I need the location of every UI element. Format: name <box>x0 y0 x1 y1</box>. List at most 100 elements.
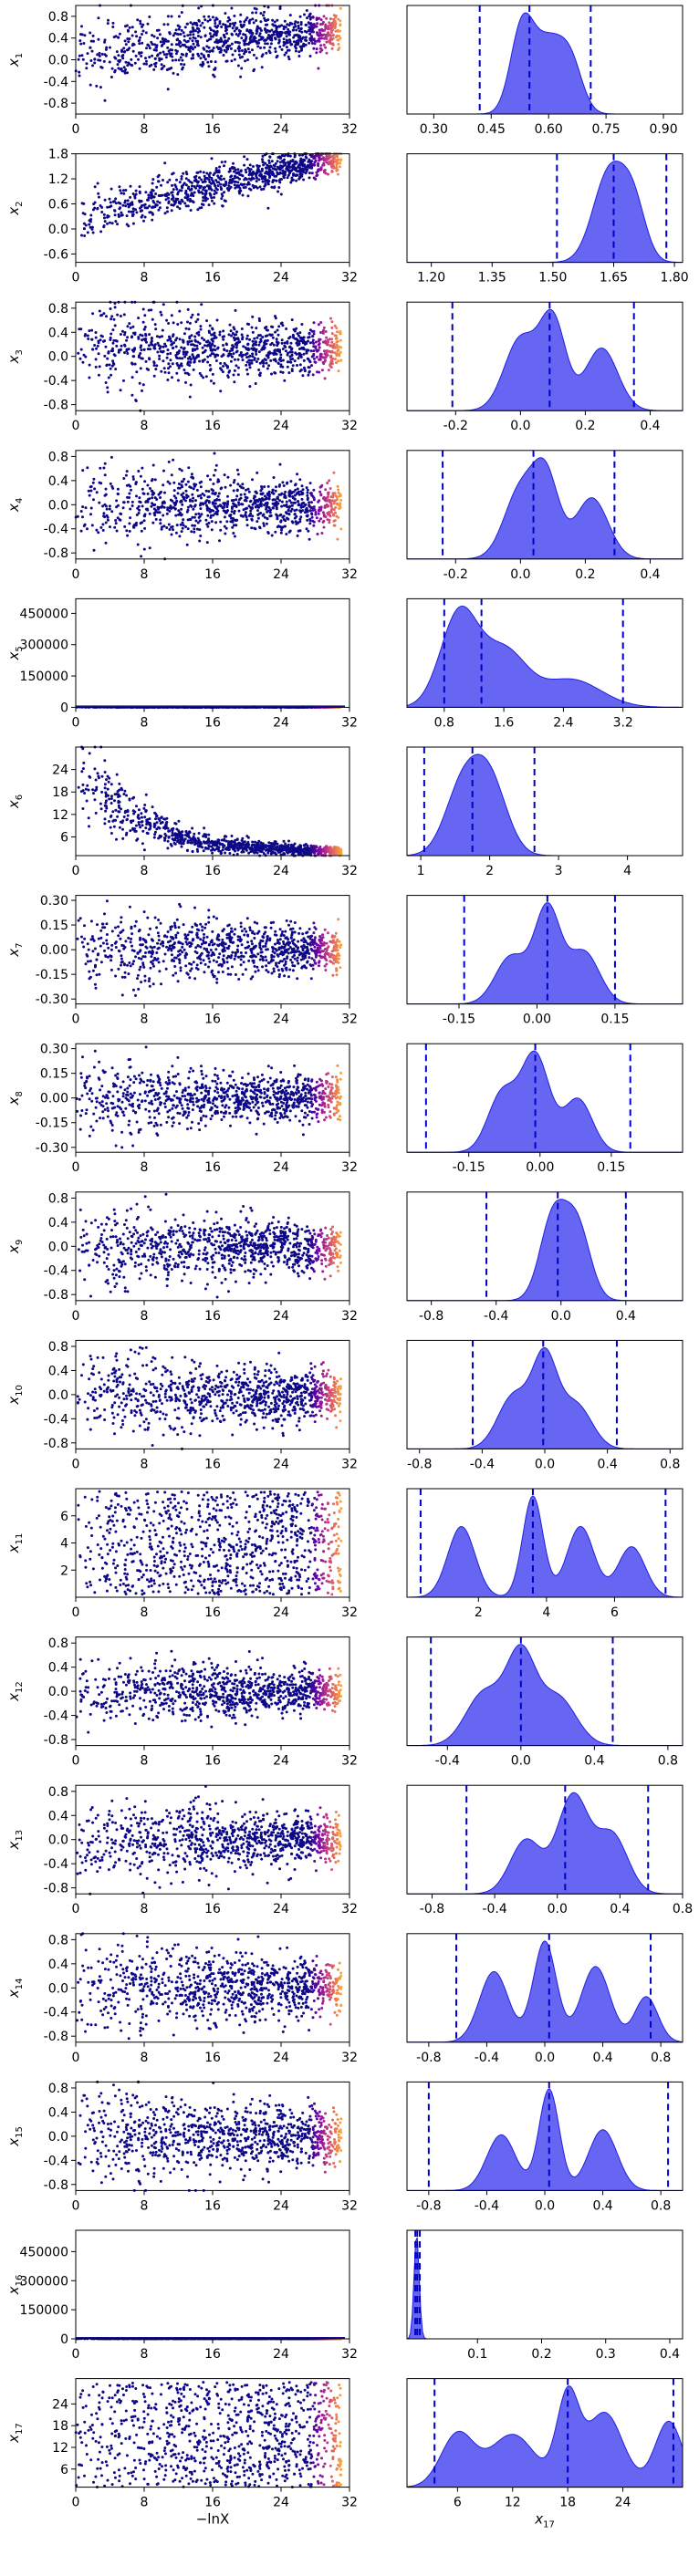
data-point <box>122 379 125 382</box>
data-point <box>131 222 135 225</box>
data-point <box>120 67 123 70</box>
data-point <box>82 353 86 357</box>
data-point <box>149 348 151 351</box>
y-tick-label: 0.0 <box>48 223 68 237</box>
data-point <box>131 49 135 53</box>
data-point <box>88 329 91 333</box>
data-point <box>222 338 225 341</box>
data-point <box>156 54 159 57</box>
data-point <box>126 534 130 537</box>
data-point <box>276 333 280 337</box>
data-point <box>330 332 334 336</box>
data-point <box>323 349 326 353</box>
data-point <box>183 63 186 67</box>
data-point <box>257 343 261 347</box>
data-point <box>259 47 262 49</box>
data-point <box>92 477 96 481</box>
data-point <box>191 23 194 26</box>
data-point <box>107 351 110 355</box>
data-point <box>321 360 325 364</box>
x-tick-label: 0 <box>72 715 80 730</box>
data-point <box>105 507 109 511</box>
data-point <box>134 481 138 484</box>
data-point <box>190 475 193 479</box>
y-tick-label: 0.0 <box>48 350 68 365</box>
data-point <box>121 54 125 57</box>
data-point <box>326 518 329 522</box>
data-point <box>89 83 92 87</box>
data-point <box>250 518 254 522</box>
data-point <box>198 519 202 523</box>
data-point <box>140 529 143 533</box>
data-point <box>175 38 179 42</box>
data-point <box>204 192 208 195</box>
data-point <box>233 380 236 384</box>
data-point <box>311 373 315 377</box>
data-point <box>248 362 252 365</box>
data-point <box>314 360 318 364</box>
data-point <box>154 48 158 52</box>
y-tick-label: 0.4 <box>48 326 68 340</box>
data-point <box>131 42 135 46</box>
data-point <box>222 329 225 333</box>
data-point <box>317 37 320 41</box>
data-point <box>256 509 259 513</box>
data-point <box>234 186 237 190</box>
data-point <box>172 333 175 337</box>
data-point <box>294 351 297 355</box>
data-point <box>190 530 193 534</box>
data-point <box>193 504 196 508</box>
data-point <box>141 29 145 33</box>
data-point <box>297 177 301 181</box>
data-point <box>125 349 129 353</box>
data-point <box>205 171 209 175</box>
data-point <box>106 205 110 209</box>
data-point <box>154 368 158 371</box>
data-point <box>207 65 211 68</box>
data-point <box>263 46 266 49</box>
data-point <box>276 328 279 332</box>
data-point <box>316 22 319 26</box>
data-point <box>297 26 300 30</box>
data-point <box>214 19 217 22</box>
data-point <box>300 336 304 339</box>
data-point <box>190 473 193 476</box>
data-point <box>222 365 224 368</box>
data-point <box>163 342 167 346</box>
data-point <box>291 521 295 525</box>
data-point <box>300 497 304 501</box>
data-point <box>310 171 314 175</box>
data-point <box>131 325 135 328</box>
data-point <box>319 321 323 324</box>
data-point <box>282 176 286 180</box>
data-point <box>335 327 339 330</box>
data-point <box>182 171 185 175</box>
data-point <box>136 543 140 546</box>
data-point <box>198 539 202 543</box>
data-point <box>282 164 286 168</box>
data-point <box>203 194 207 198</box>
data-point <box>245 363 248 367</box>
data-point <box>246 58 249 62</box>
data-point <box>242 39 245 43</box>
data-point <box>235 524 238 527</box>
data-point <box>210 520 214 524</box>
data-point <box>240 36 244 40</box>
x-tick-label: 24 <box>273 122 289 137</box>
data-point <box>186 518 190 522</box>
data-point <box>176 350 180 354</box>
data-point <box>195 171 199 174</box>
data-point <box>276 340 279 344</box>
data-point <box>194 39 198 43</box>
data-point <box>180 530 183 534</box>
data-point <box>267 166 271 170</box>
data-point <box>114 522 118 525</box>
data-point <box>200 52 203 56</box>
data-point <box>280 47 284 51</box>
data-point <box>78 70 81 74</box>
data-point <box>319 352 323 356</box>
data-point <box>128 47 131 50</box>
data-point <box>256 42 259 45</box>
data-point <box>155 185 159 189</box>
data-point <box>229 359 233 363</box>
